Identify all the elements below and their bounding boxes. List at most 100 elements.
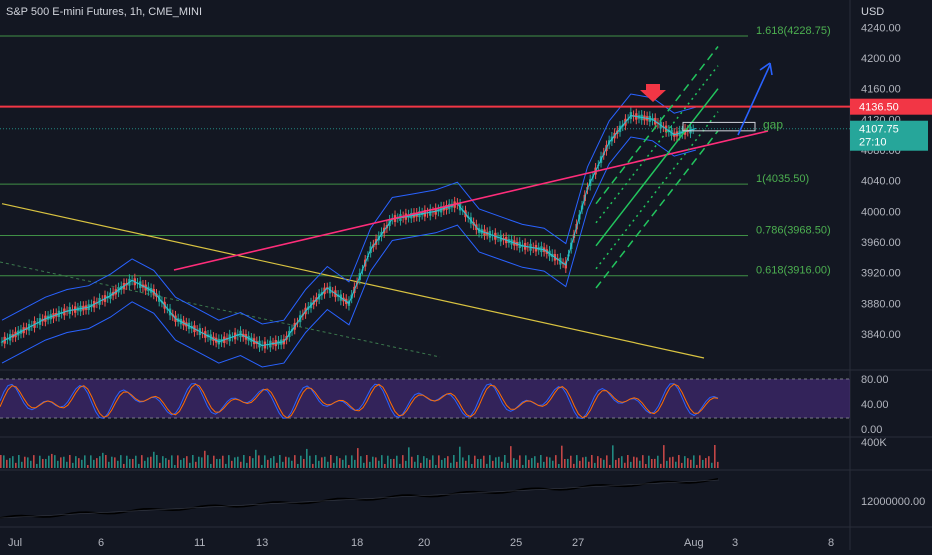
volume-bar [543, 461, 545, 468]
volume-bar [567, 458, 569, 468]
x-tick-label: 8 [828, 537, 834, 549]
volume-bar [276, 462, 278, 468]
volume-bar [492, 460, 494, 468]
volume-bar [57, 460, 59, 468]
volume-bar [426, 458, 428, 468]
volume-bar [450, 462, 452, 468]
volume-bar [18, 455, 20, 468]
volume-bar [93, 459, 95, 468]
gap-box [682, 121, 756, 132]
volume-bar [27, 457, 29, 468]
y-tick-label: 4000.00 [861, 206, 901, 218]
volume-bar [102, 452, 104, 468]
fib-level-label: 1(4035.50) [756, 173, 809, 185]
volume-bar [249, 456, 251, 468]
volume-bar [126, 455, 128, 468]
volume-bar [375, 457, 377, 468]
volume-bar [420, 462, 422, 468]
y-tick-label: 4040.00 [861, 176, 901, 188]
volume-bar [483, 455, 485, 468]
volume-bar [54, 455, 56, 468]
volume-bar [363, 462, 365, 468]
volume-bar [441, 459, 443, 468]
volume-bar [552, 460, 554, 468]
volume-bar [231, 460, 233, 468]
volume-bar [477, 458, 479, 468]
volume-bar [327, 461, 329, 468]
volume-bar [138, 463, 140, 468]
volume-bar [378, 460, 380, 468]
volume-bar [555, 455, 557, 468]
volume-bar [537, 462, 539, 468]
cumulative-line [0, 478, 719, 519]
volume-bar [609, 464, 611, 468]
volume-bar [522, 464, 524, 468]
volume-bar [321, 457, 323, 468]
volume-bar [99, 456, 101, 468]
volume-bar [651, 459, 653, 468]
volume-bar [60, 457, 62, 468]
volume-bar [156, 455, 158, 468]
volume-bar [246, 462, 248, 468]
volume-bar [411, 456, 413, 468]
volume-bar [15, 462, 17, 468]
volume-bar [453, 455, 455, 468]
volume-bar [342, 459, 344, 468]
volume-bar [660, 463, 662, 468]
volume-bar [300, 455, 302, 468]
cumulative-axis-label: 12000000.00 [861, 496, 925, 508]
volume-bar [240, 461, 242, 468]
volume-bar [681, 462, 683, 468]
volume-bar [114, 457, 116, 468]
volume-bar [315, 455, 317, 468]
volume-bar [414, 461, 416, 468]
volume-bar [45, 458, 47, 468]
volume-bar [180, 459, 182, 468]
volume-bar [294, 455, 296, 468]
gap-label: gap [763, 117, 783, 131]
volume-bar [462, 457, 464, 468]
volume-bar [81, 459, 83, 468]
volume-bar [129, 458, 131, 468]
volume-bar [684, 456, 686, 468]
volume-bar [687, 458, 689, 468]
volume-bar [618, 458, 620, 468]
volume-bar [561, 445, 563, 468]
volume-bar [405, 460, 407, 468]
channel-band-line [595, 130, 719, 289]
volume-bar [228, 455, 230, 468]
volume-bar [33, 455, 35, 468]
volume-bar [216, 458, 218, 468]
volume-bar [21, 461, 23, 468]
volume-bar [423, 456, 425, 468]
volume-bar [207, 455, 209, 468]
candle-body [0, 341, 4, 343]
volume-bar [672, 456, 674, 468]
fib-level-label: 0.786(3968.50) [756, 224, 831, 236]
volume-bar [624, 462, 626, 468]
volume-bar [516, 459, 518, 468]
volume-bar [345, 455, 347, 468]
volume-bar [222, 455, 224, 468]
y-tick-label: 4240.00 [861, 22, 901, 34]
volume-bar [123, 463, 125, 468]
volume-bar [285, 456, 287, 468]
volume-bar [678, 455, 680, 468]
volume-bar [51, 453, 53, 468]
volume-bar [456, 461, 458, 468]
stochastic-axis-label: 40.00 [861, 399, 889, 411]
volume-bar [204, 450, 206, 468]
volume-bar [237, 456, 239, 468]
volume-bar [690, 459, 692, 468]
volume-bar [339, 458, 341, 468]
volume-bar [213, 455, 215, 468]
volume-bar [675, 461, 677, 468]
price-axis-background [850, 0, 932, 550]
volume-bar [189, 462, 191, 468]
volume-bar [186, 456, 188, 468]
volume-bar [390, 458, 392, 468]
volume-bar [243, 455, 245, 468]
